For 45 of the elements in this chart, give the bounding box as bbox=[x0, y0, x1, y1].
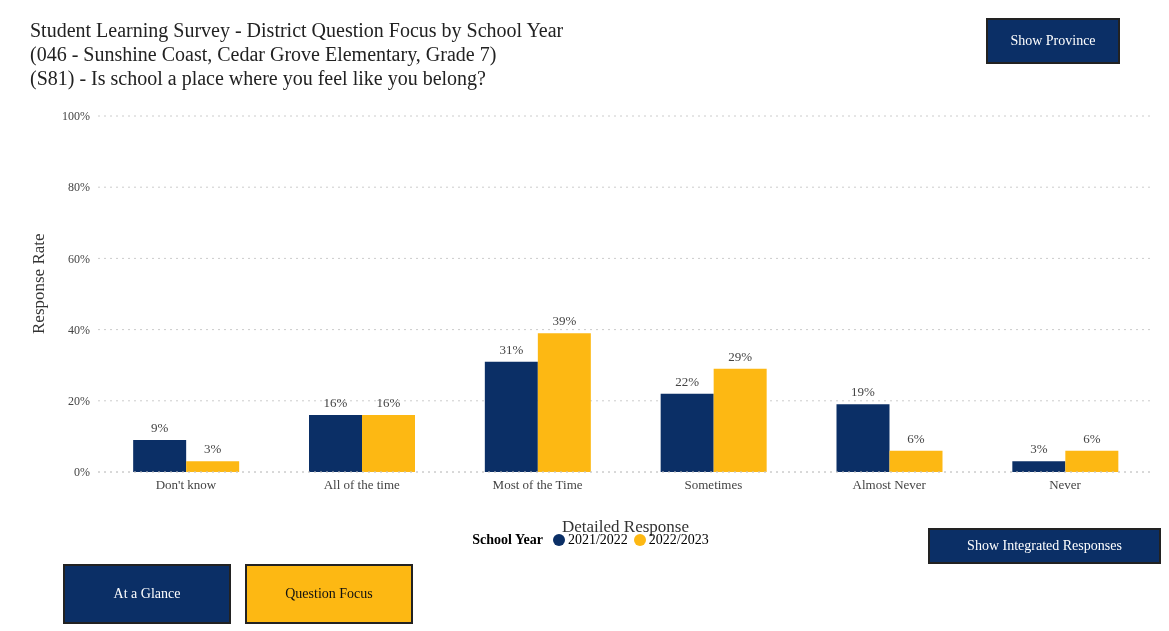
bar bbox=[309, 415, 362, 472]
button: At a Glance bbox=[63, 564, 231, 624]
bar bbox=[1012, 461, 1066, 472]
data-label: 9% bbox=[150, 419, 169, 435]
y-tick-label: 80% bbox=[68, 180, 90, 195]
bar bbox=[1065, 450, 1119, 472]
y-tick-label: 40% bbox=[68, 322, 90, 337]
bar bbox=[836, 404, 890, 472]
data-label: 19% bbox=[851, 384, 876, 400]
chart-title: Student Learning Survey - District Question Focus by School Year bbox=[30, 18, 564, 42]
x-tick-label: Don't know bbox=[155, 477, 217, 493]
data-label: 22% bbox=[675, 373, 700, 389]
data-label: 3% bbox=[203, 441, 222, 457]
chart-subtitle: (046 - Sunshine Coast, Cedar Grove Elementary, Grade 7) (S81) - Is school a place where you feel like you belong? bbox=[30, 42, 498, 90]
x-tick-label: Never bbox=[1049, 477, 1082, 493]
button: Question Focus bbox=[245, 564, 413, 624]
data-label: 31% bbox=[499, 341, 524, 357]
y-tick-label: 0% bbox=[74, 465, 90, 480]
data-label: 6% bbox=[907, 430, 925, 446]
y-axis-title: Response Rate bbox=[29, 233, 49, 334]
x-tick-label: Most of the Time bbox=[492, 477, 583, 493]
data-label: 16% bbox=[323, 395, 348, 411]
x-tick-label: Almost Never bbox=[852, 477, 927, 493]
bar bbox=[186, 461, 240, 472]
legend-label: 2021/2022 bbox=[566, 532, 628, 548]
data-label: 6% bbox=[1083, 430, 1101, 446]
data-label: 3% bbox=[1030, 441, 1048, 457]
button: Show Integrated Responses bbox=[928, 528, 1161, 564]
y-tick-label: 20% bbox=[68, 394, 90, 409]
button: Show Province bbox=[986, 18, 1120, 64]
y-tick-label: 100% bbox=[62, 109, 90, 124]
bar bbox=[713, 368, 767, 472]
bar bbox=[362, 415, 415, 472]
bar bbox=[537, 333, 591, 472]
bar bbox=[889, 450, 943, 472]
bar bbox=[660, 393, 714, 472]
bar bbox=[484, 361, 538, 472]
data-label: 16% bbox=[376, 395, 401, 411]
bar bbox=[133, 439, 187, 472]
y-tick-label: 60% bbox=[68, 251, 90, 266]
x-tick-label: All of the time bbox=[323, 477, 401, 493]
legend-title: School Year bbox=[472, 532, 543, 548]
data-label: 29% bbox=[728, 348, 753, 364]
data-label: 39% bbox=[552, 313, 577, 329]
x-tick-label: Sometimes bbox=[684, 477, 743, 493]
